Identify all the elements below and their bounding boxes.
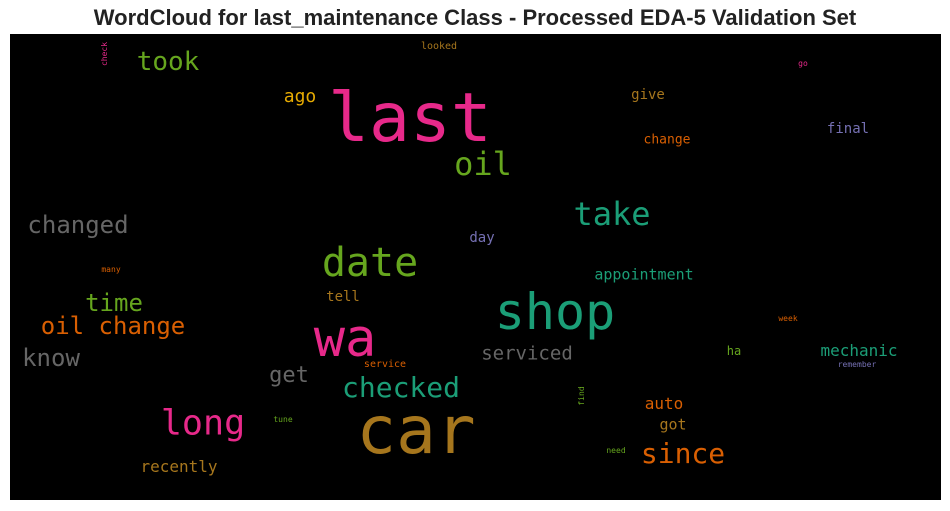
word-appointment: appointment <box>594 265 694 284</box>
word-check: check <box>100 41 109 67</box>
word-serviced: serviced <box>481 342 573 365</box>
word-many: many <box>101 265 121 274</box>
word-need: need <box>606 446 626 455</box>
word-got: got <box>659 415 687 434</box>
word-take: take <box>573 195 651 233</box>
word-oil: oil <box>454 145 512 183</box>
word-go: go <box>798 59 808 68</box>
word-changed: changed <box>27 211 129 239</box>
word-date: date <box>321 240 419 286</box>
word-get: get <box>269 363 309 388</box>
word-took: took <box>136 47 200 77</box>
word-car: car <box>356 392 476 469</box>
word-final: final <box>826 121 870 137</box>
word-shop: shop <box>494 283 616 341</box>
word-remember: remember <box>837 360 877 369</box>
word-checked: checked <box>341 371 461 404</box>
word-time: time <box>85 289 143 317</box>
word-tune: tune <box>273 415 293 424</box>
word-ago: ago <box>283 86 317 107</box>
word-recently: recently <box>140 457 218 476</box>
word-know: know <box>22 344 80 372</box>
word-find: find <box>577 386 586 406</box>
chart-title: WordCloud for last_maintenance Class - P… <box>93 5 857 30</box>
word-auto: auto <box>644 394 684 413</box>
word-wa: wa <box>313 309 377 369</box>
wordcloud-canvas: last car shop wa date take oil long checked since… <box>10 34 941 500</box>
word-tell: tell <box>326 289 360 305</box>
word-looked: looked <box>420 41 458 52</box>
word-last: last <box>328 79 492 158</box>
word-long: long <box>160 403 246 444</box>
word-week: week <box>778 314 798 323</box>
word-oil-change: oil change <box>40 312 186 340</box>
word-ha: ha <box>726 344 742 358</box>
word-service: service <box>363 359 407 370</box>
word-mechanic: mechanic <box>820 341 898 360</box>
word-day: day <box>469 230 495 246</box>
word-change: change <box>643 132 691 148</box>
word-since: since <box>640 437 726 470</box>
word-give: give <box>631 87 665 103</box>
